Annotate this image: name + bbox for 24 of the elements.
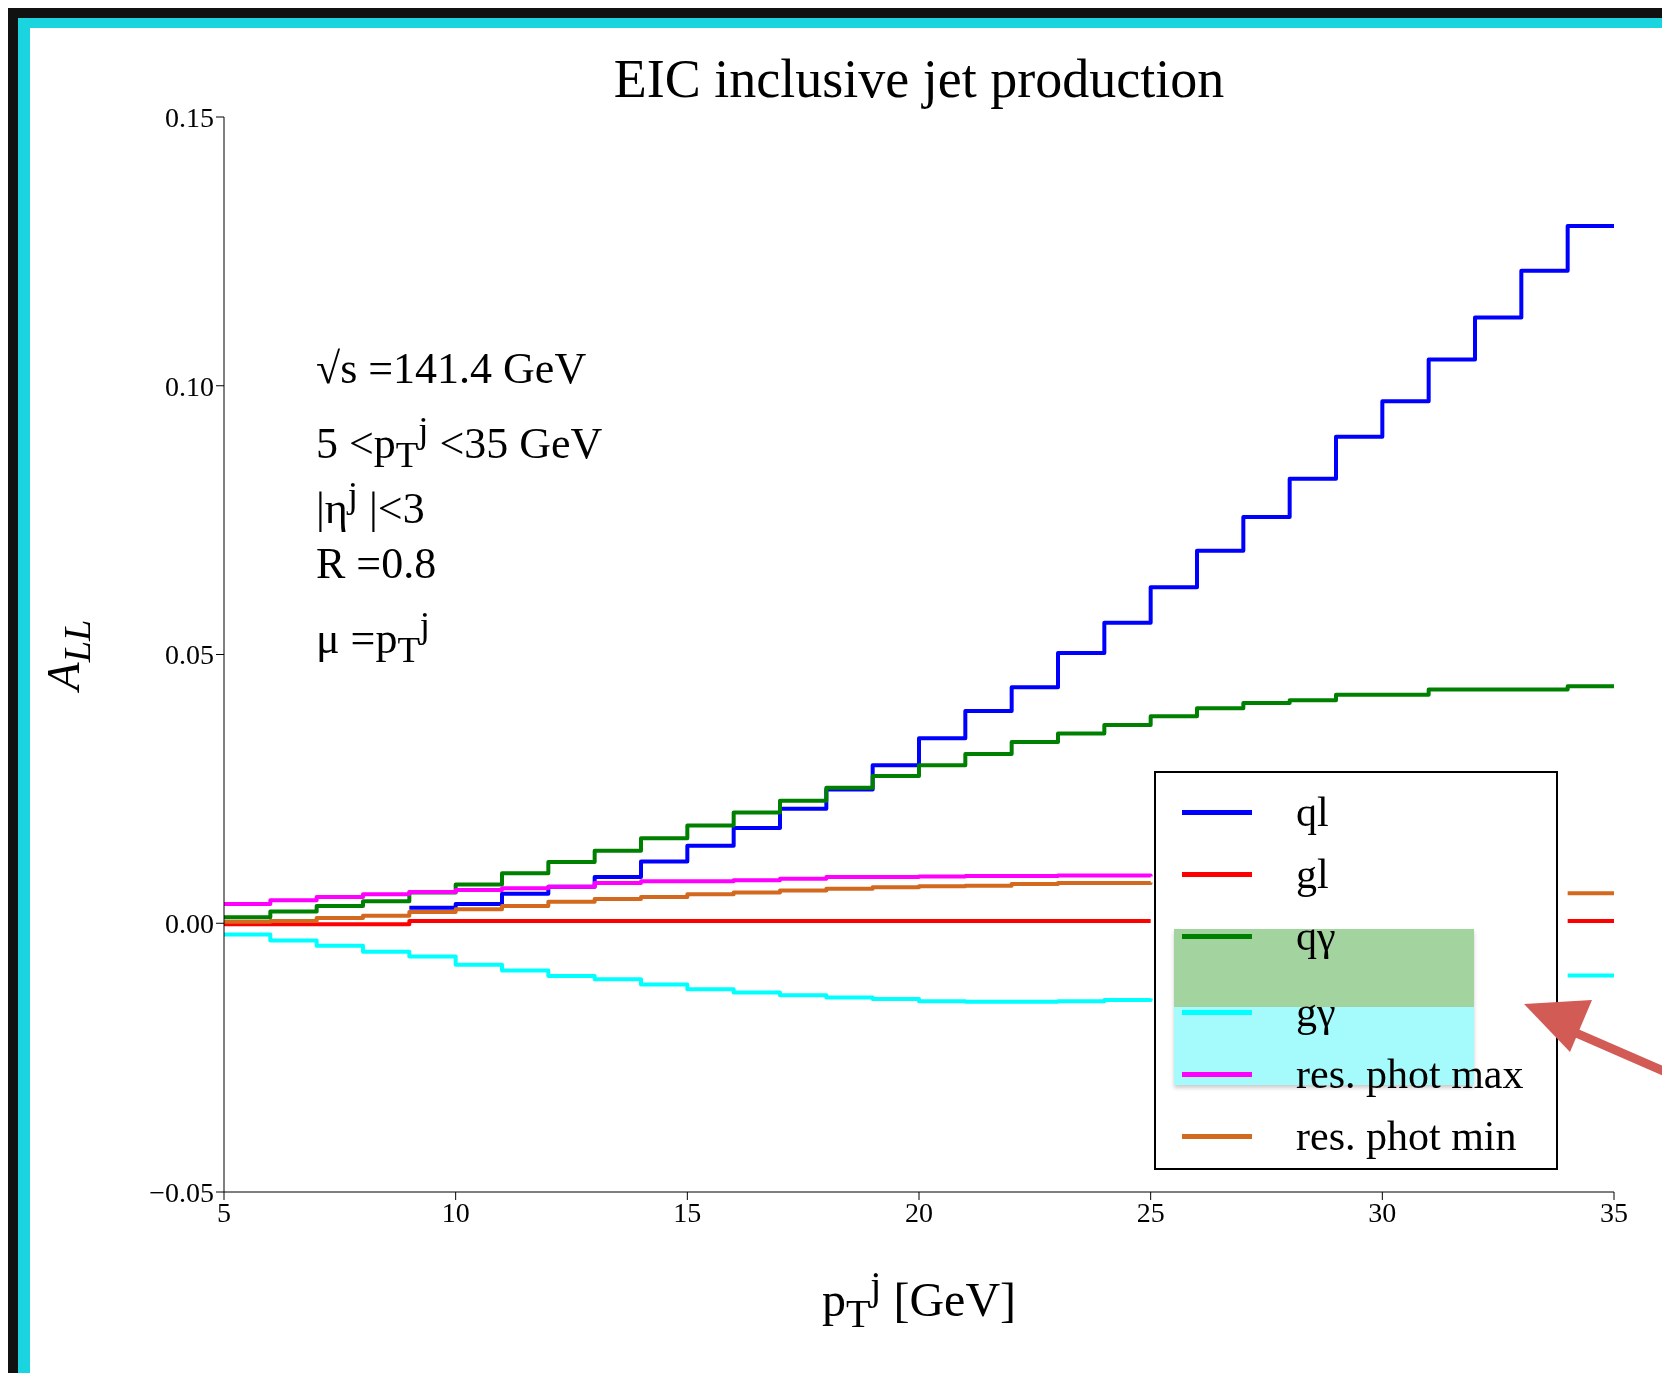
annotation: |η$^{j}$ |<3 (316, 474, 425, 533)
x-tick-label: 30 (1368, 1196, 1397, 1228)
y-tick-label: −0.05 (149, 1176, 214, 1208)
annotation: 5 <p$_{T}$$^{j}$ <35 GeV (316, 409, 603, 476)
legend-label: gγ (1296, 988, 1336, 1036)
x-tick-label: 15 (673, 1196, 702, 1228)
x-tick-label: 35 (1600, 1196, 1628, 1228)
x-tick-label: 25 (1136, 1196, 1165, 1228)
legend-label: qγ (1296, 912, 1336, 960)
y-tick-label: 0.00 (165, 908, 214, 940)
chart-title: EIC inclusive jet production (612, 48, 1226, 110)
x-tick-label: 5 (217, 1196, 231, 1228)
y-tick-label: 0.10 (165, 370, 214, 402)
x-tick-label: 20 (905, 1196, 933, 1228)
legend-label: ql (1296, 788, 1329, 836)
annotation: √s =141.4 GeV (316, 343, 587, 394)
y-tick-label: 0.05 (165, 639, 214, 671)
x-axis-title: p$_{T}$$^{j}$ [GeV] (820, 1262, 1018, 1337)
annotation: R =0.8 (316, 538, 437, 589)
legend-label: res. phot max (1296, 1050, 1524, 1098)
x-tick-label: 10 (441, 1196, 470, 1228)
legend-label: gl (1296, 850, 1329, 898)
legend-label: res. phot min (1296, 1112, 1517, 1160)
y-tick-label: 0.15 (165, 101, 214, 133)
